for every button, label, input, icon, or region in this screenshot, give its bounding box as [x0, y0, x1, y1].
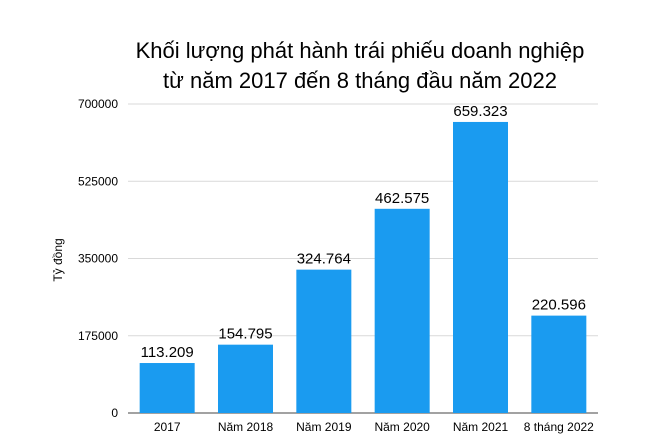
- x-tick-label: Năm 2018: [218, 420, 274, 434]
- data-label: 220.596: [532, 297, 586, 314]
- chart-title-line-2: từ năm 2017 đến 8 tháng đầu năm 2022: [163, 68, 557, 93]
- bar: [374, 208, 430, 413]
- bar: [531, 315, 587, 413]
- y-tick-label: 350000: [78, 252, 118, 266]
- x-tick-label: 8 tháng 2022: [524, 420, 594, 434]
- y-tick-label: 0: [111, 406, 118, 420]
- y-tick-label: 175000: [78, 329, 118, 343]
- x-axis-ticks: 2017 Năm 2018 Năm 2019 Năm 2020 Năm 2021 8 th…: [154, 420, 594, 434]
- data-label: 659.323: [453, 103, 507, 120]
- data-label: 462.575: [375, 190, 429, 207]
- data-label: 113.209: [141, 344, 194, 361]
- chart-title-line-1: Khối lượng phát hành trái phiếu doanh ng…: [135, 38, 585, 63]
- bars: [139, 121, 587, 413]
- data-label: 324.764: [297, 251, 351, 268]
- x-tick-label: Năm 2019: [296, 420, 352, 434]
- bar: [218, 344, 273, 413]
- bar: [139, 363, 195, 413]
- data-labels: 113.209 154.795 324.764 462.575 659.323 220.5…: [141, 103, 586, 361]
- bar: [296, 269, 352, 413]
- bar: [453, 121, 508, 413]
- y-tick-label: 525000: [78, 174, 118, 188]
- chart-title: Khối lượng phát hành trái phiếu doanh ng…: [60, 36, 650, 96]
- gridlines: [128, 103, 598, 414]
- y-axis-ticks: 0 175000 350000 525000 700000: [78, 97, 118, 420]
- x-tick-label: Năm 2020: [374, 420, 430, 434]
- data-label: 154.795: [218, 326, 272, 343]
- y-axis-title: Tỷ đồng: [51, 238, 65, 281]
- y-tick-label: 700000: [78, 97, 118, 111]
- x-tick-label: 2017: [154, 420, 181, 434]
- x-tick-label: Năm 2021: [453, 420, 509, 434]
